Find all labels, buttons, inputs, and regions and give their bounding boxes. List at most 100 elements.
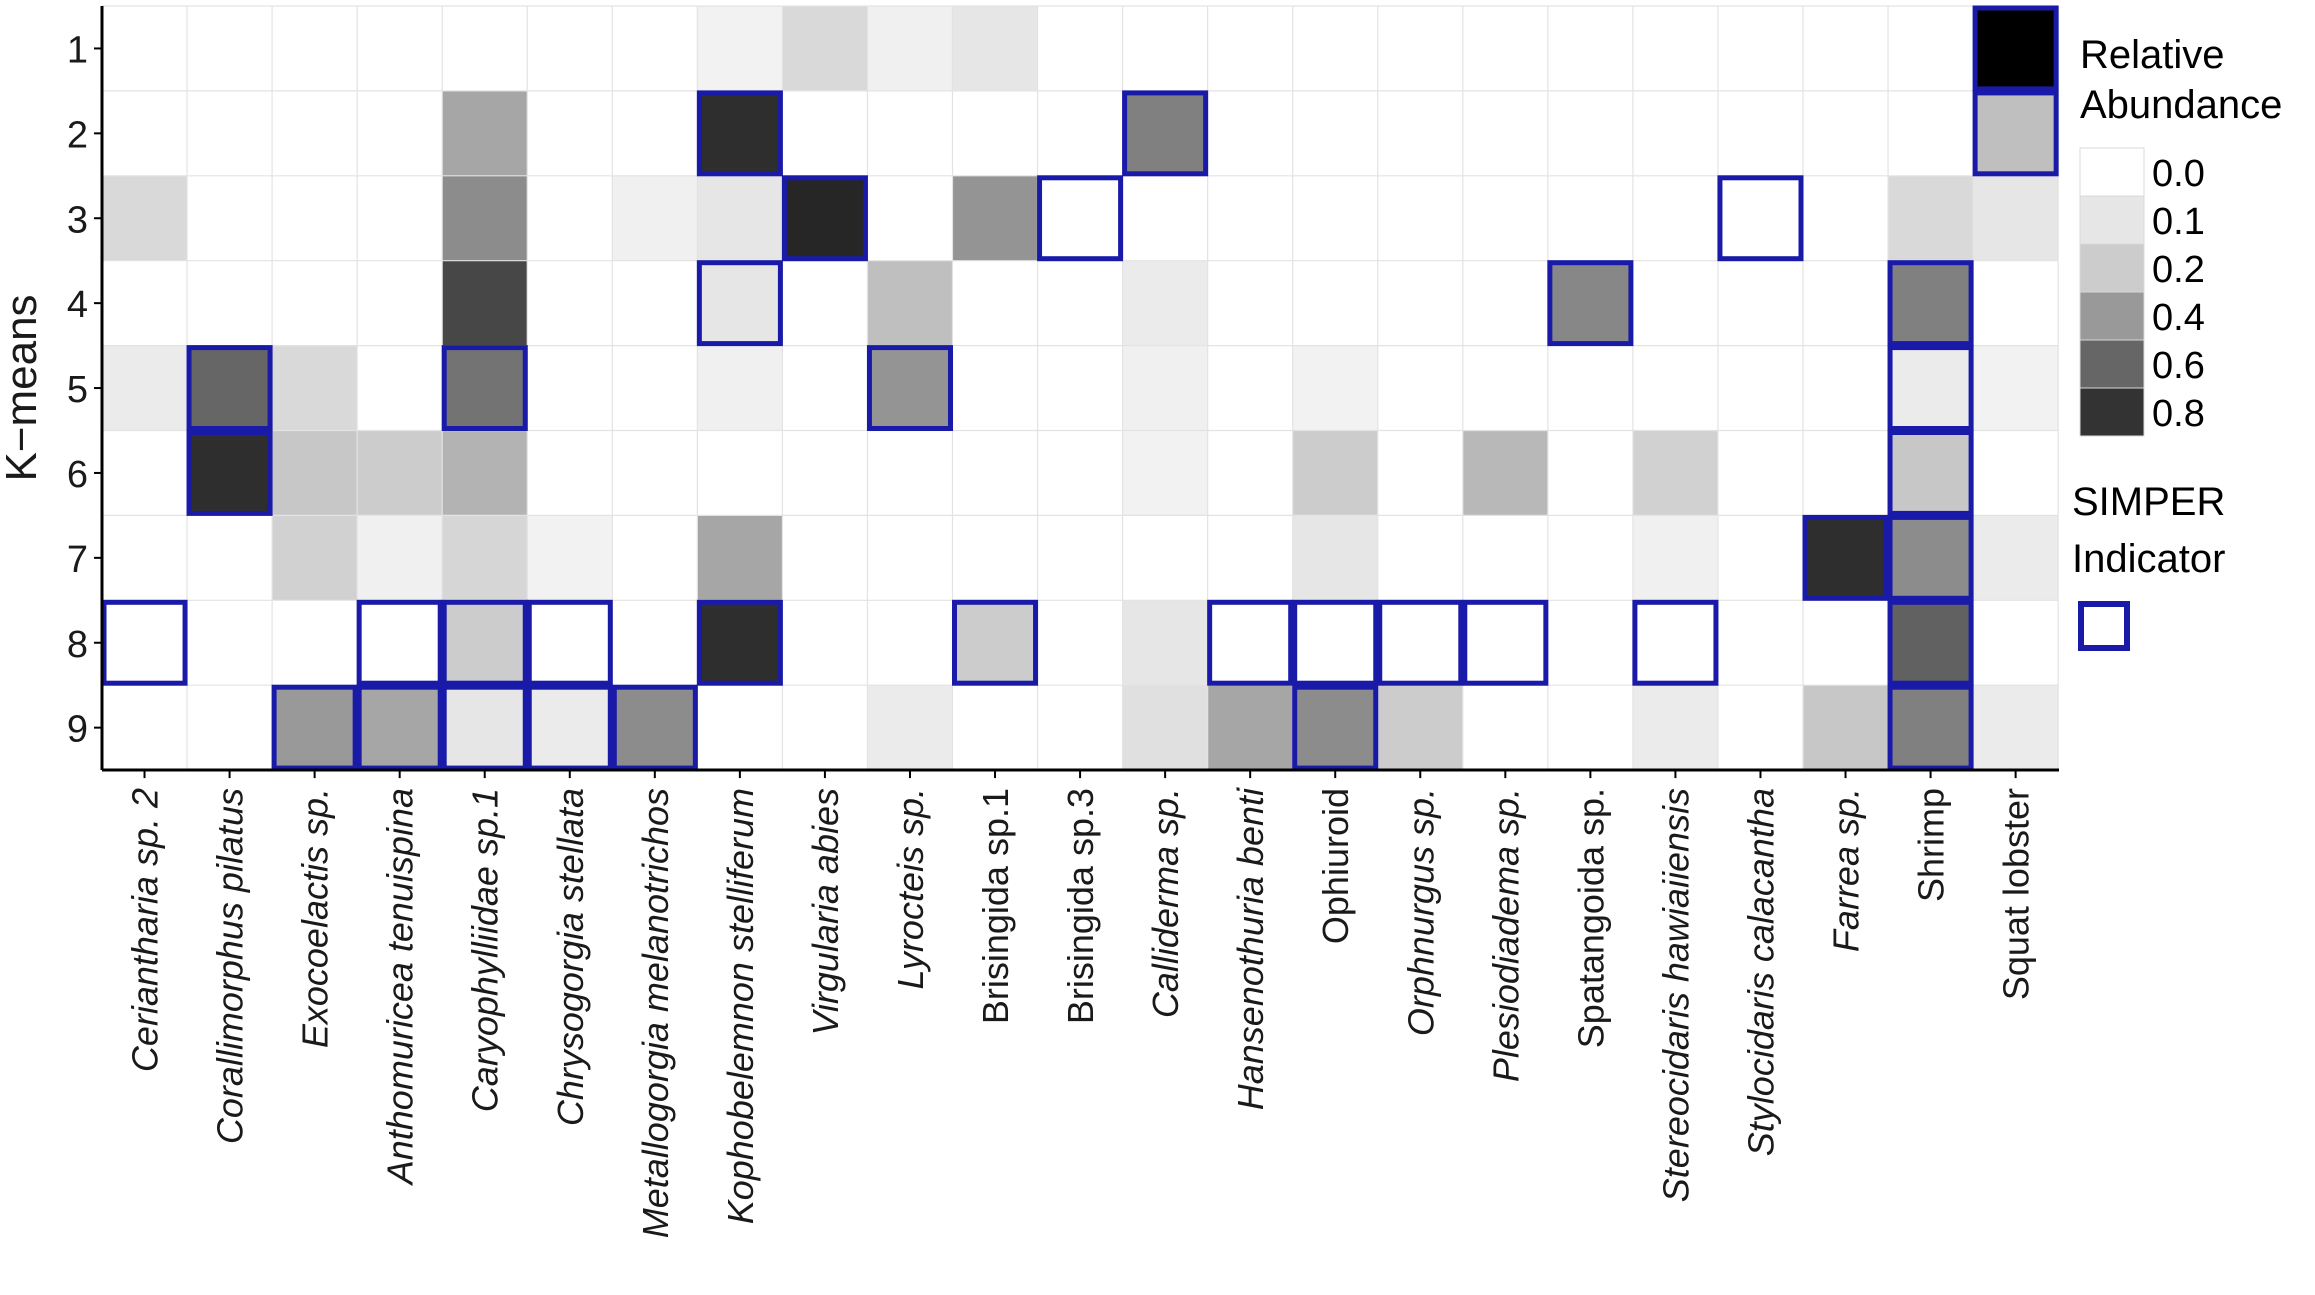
simper-box-r4-c8 [696, 260, 783, 347]
x-tick-label-15: Ophiuroid [1315, 788, 1356, 944]
cell-r5-c4 [357, 345, 443, 431]
cell-r5-c12 [1037, 345, 1123, 431]
x-tick-label-2: Corallimorphus pilatus [210, 788, 251, 1144]
simper-box-r6-c2 [186, 430, 273, 516]
cell-r2-c16 [1377, 90, 1463, 176]
cell-r5-c21 [1803, 345, 1889, 431]
cell-r5-c14 [1207, 345, 1293, 431]
cell-r6-c20 [1717, 430, 1803, 516]
cell-r4-c5 [442, 260, 528, 346]
x-tick-label-8: Kophobelemnon stelliferum [720, 788, 761, 1224]
cell-r9-c15 [1292, 685, 1378, 771]
cell-r7-c9 [782, 515, 868, 601]
x-tick-label-10: Lyrocteis sp. [890, 788, 931, 989]
y-tick-label-9: 9 [67, 709, 88, 751]
cell-r6-c1 [102, 430, 188, 516]
cell-r3-c22 [1888, 175, 1974, 261]
cell-r1-c10 [867, 6, 953, 91]
cell-r4-c17 [1462, 260, 1548, 346]
cell-r7-c23 [1973, 515, 2059, 601]
legend-swatch-0.4 [2079, 291, 2145, 341]
legend-label-0.8: 0.8 [2152, 393, 2205, 435]
cell-r7-c14 [1207, 515, 1293, 601]
cell-r9-c13 [1122, 685, 1208, 771]
cell-r2-c10 [867, 90, 953, 176]
cell-r2-c7 [612, 90, 698, 176]
cell-r2-c23 [1973, 90, 2059, 176]
cell-r6-c13 [1122, 430, 1208, 516]
x-tick-label-5: Caryophylliidae sp.1 [465, 788, 506, 1112]
cell-r5-c1 [102, 345, 188, 431]
cell-r6-c10 [867, 430, 953, 516]
cell-r4-c18 [1547, 260, 1633, 346]
cell-r8-c8 [697, 600, 783, 686]
cell-r1-c19 [1632, 6, 1718, 91]
cell-r7-c4 [357, 515, 443, 601]
cell-r5-c10 [867, 345, 953, 431]
cell-r7-c8 [697, 515, 783, 601]
cell-r7-c15 [1292, 515, 1378, 601]
cell-r4-c20 [1717, 260, 1803, 346]
legend-label-0.1: 0.1 [2152, 201, 2205, 243]
cell-r3-c2 [187, 175, 273, 261]
simper-box-r8-c16 [1377, 599, 1464, 686]
cell-r2-c4 [357, 90, 443, 176]
cell-r4-c13 [1122, 260, 1208, 346]
cell-r9-c5 [442, 685, 528, 771]
cell-r1-c12 [1037, 6, 1123, 91]
cell-r6-c23 [1973, 430, 2059, 516]
cell-r2-c12 [1037, 90, 1123, 176]
x-tick-label-17: Plesiodiadema sp. [1485, 788, 1526, 1082]
simper-indicator-boxes [101, 5, 2059, 771]
simper-box-r8-c15 [1292, 599, 1379, 686]
cell-r1-c5 [442, 6, 528, 91]
cell-r4-c4 [357, 260, 443, 346]
legend-label-0.6: 0.6 [2152, 345, 2205, 387]
cell-r1-c2 [187, 6, 273, 91]
simper-box-r2-c23 [1972, 90, 2059, 177]
cell-r6-c3 [272, 430, 358, 516]
cell-r3-c15 [1292, 175, 1378, 261]
legend-indicator-line2: Indicator [2072, 537, 2225, 581]
simper-box-r2-c8 [696, 90, 783, 177]
cell-r9-c4 [357, 685, 443, 771]
cell-r6-c7 [612, 430, 698, 516]
cell-r2-c2 [187, 90, 273, 176]
x-tick-label-4: Anthomuricea tenuispina [380, 788, 421, 1186]
simper-box-r6-c22 [1887, 430, 1974, 516]
cell-r7-c17 [1462, 515, 1548, 601]
simper-box-r9-c22 [1887, 684, 1974, 771]
simper-box-r4-c18 [1547, 260, 1634, 347]
cell-r4-c12 [1037, 260, 1123, 346]
cell-r1-c13 [1122, 6, 1208, 91]
x-tick-label-12: Brisingida sp.3 [1060, 788, 1101, 1024]
cell-r7-c16 [1377, 515, 1463, 601]
cell-r6-c22 [1888, 430, 1974, 516]
cell-r8-c5 [442, 600, 528, 686]
cell-r6-c5 [442, 430, 528, 516]
cell-r5-c11 [952, 345, 1038, 431]
cell-r4-c3 [272, 260, 358, 346]
cell-r8-c17 [1462, 600, 1548, 686]
heatmap-cells [102, 6, 2059, 771]
cell-r4-c11 [952, 260, 1038, 346]
cell-r8-c21 [1803, 600, 1889, 686]
y-tick-label-2: 2 [67, 114, 88, 156]
legend-label-0.0: 0.0 [2152, 153, 2205, 195]
legend-label-0.2: 0.2 [2152, 249, 2205, 291]
simper-box-r8-c22 [1887, 599, 1974, 686]
cell-r8-c14 [1207, 600, 1293, 686]
cell-r3-c9 [782, 175, 868, 261]
cell-r3-c1 [102, 175, 188, 261]
legend-label-0.4: 0.4 [2152, 297, 2205, 339]
cell-r1-c14 [1207, 6, 1293, 91]
cell-r2-c20 [1717, 90, 1803, 176]
cell-r1-c7 [612, 6, 698, 91]
cell-r8-c12 [1037, 600, 1123, 686]
cell-r4-c19 [1632, 260, 1718, 346]
simper-box-r4-c22 [1887, 260, 1974, 347]
cell-r3-c11 [952, 175, 1038, 261]
x-tick-label-21: Farrea sp. [1826, 788, 1867, 952]
cell-r7-c2 [187, 515, 273, 601]
legend: Relative Abundance 0.0 0.1 0.2 0.4 0.6 0.8 SI… [2072, 33, 2282, 651]
